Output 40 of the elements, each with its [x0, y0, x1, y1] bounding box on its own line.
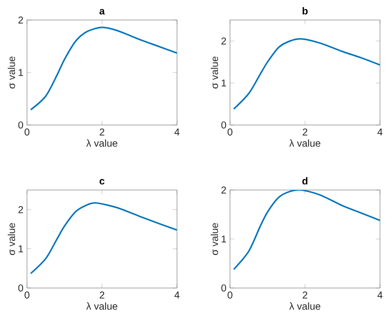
chart-title: b — [302, 7, 308, 14]
line-series — [30, 26, 177, 111]
x-tick-label: 2 — [100, 292, 104, 298]
x-axis-title: λ value — [86, 302, 118, 310]
y-tick-label: 0 — [18, 121, 24, 129]
x-tick-label: 0 — [228, 292, 232, 299]
chart-title: a — [100, 9, 105, 14]
y-tick-label: 2 — [221, 186, 226, 194]
y-tick-label: 2 — [221, 38, 226, 44]
line-series — [30, 202, 177, 274]
x-tick-label: 4 — [174, 128, 180, 136]
x-axis-title: λ value — [289, 302, 320, 310]
chart-title: d — [302, 177, 308, 184]
x-tick-label: 2 — [302, 292, 308, 298]
y-tick-label: 0 — [221, 121, 226, 129]
chart-title: c — [100, 179, 104, 184]
y-axis-title: σ value — [210, 56, 218, 88]
y-tick-label: 2 — [18, 16, 23, 24]
x-tick-label: 2 — [100, 128, 104, 136]
x-tick-label: 4 — [377, 128, 382, 136]
x-tick-label: 4 — [174, 292, 180, 298]
y-tick-label: 1 — [222, 236, 226, 242]
x-tick-label: 2 — [302, 128, 308, 136]
line-series — [233, 190, 380, 270]
y-axis-title: σ value — [8, 56, 16, 88]
y-tick-label: 0 — [221, 284, 226, 292]
x-tick-label: 4 — [377, 292, 382, 298]
y-tick-label: 1 — [18, 245, 23, 252]
x-axis-title: λ value — [289, 139, 320, 147]
x-axis-title: λ value — [86, 139, 118, 147]
y-tick-label: 1 — [222, 80, 226, 86]
x-tick-label: 0 — [228, 128, 232, 136]
x-tick-label: 0 — [24, 128, 30, 136]
y-axis-title: σ value — [210, 223, 218, 255]
y-tick-label: 0 — [18, 284, 24, 292]
y-tick-label: 2 — [18, 206, 23, 214]
x-tick-label: 0 — [24, 292, 30, 299]
line-series — [233, 38, 380, 110]
y-tick-label: 1 — [18, 69, 23, 76]
y-axis-title: σ value — [8, 223, 16, 255]
